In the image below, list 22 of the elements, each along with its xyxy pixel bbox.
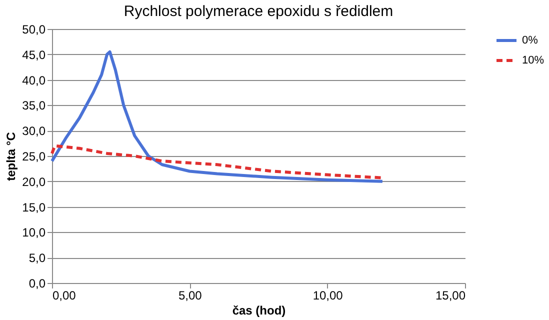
y-tick-label: 15,0 xyxy=(22,200,46,214)
line-series xyxy=(50,144,384,180)
y-tick-label: 40,0 xyxy=(22,73,46,88)
y-tick-label: 30,0 xyxy=(22,124,46,138)
x-tick-label: 10,00 xyxy=(312,288,344,302)
x-tick-label: 0,00 xyxy=(52,288,76,302)
x-tick-label: 5,00 xyxy=(178,288,202,302)
y-axis-title: teplta °C xyxy=(4,132,18,181)
y-tick-label: 5,0 xyxy=(28,251,46,266)
x-axis-title: čas (hod) xyxy=(232,304,286,318)
y-tick-label: 10,0 xyxy=(22,226,46,240)
y-tick-label: 25,0 xyxy=(22,150,46,164)
chart-title: Rychlost polymerace epoxidu s ředidlem xyxy=(124,3,394,20)
y-tick-label: 45,0 xyxy=(22,48,46,62)
y-tick-label: 50,0 xyxy=(22,22,46,36)
x-tick-label: 15,00 xyxy=(435,288,466,302)
line-series xyxy=(50,50,384,183)
legend-label: 0% xyxy=(522,34,538,46)
legend-label: 10% xyxy=(522,54,544,66)
y-tick-label: 35,0 xyxy=(22,98,46,113)
y-tick-label: 0,0 xyxy=(28,276,46,290)
y-tick-label: 20,0 xyxy=(22,174,46,189)
